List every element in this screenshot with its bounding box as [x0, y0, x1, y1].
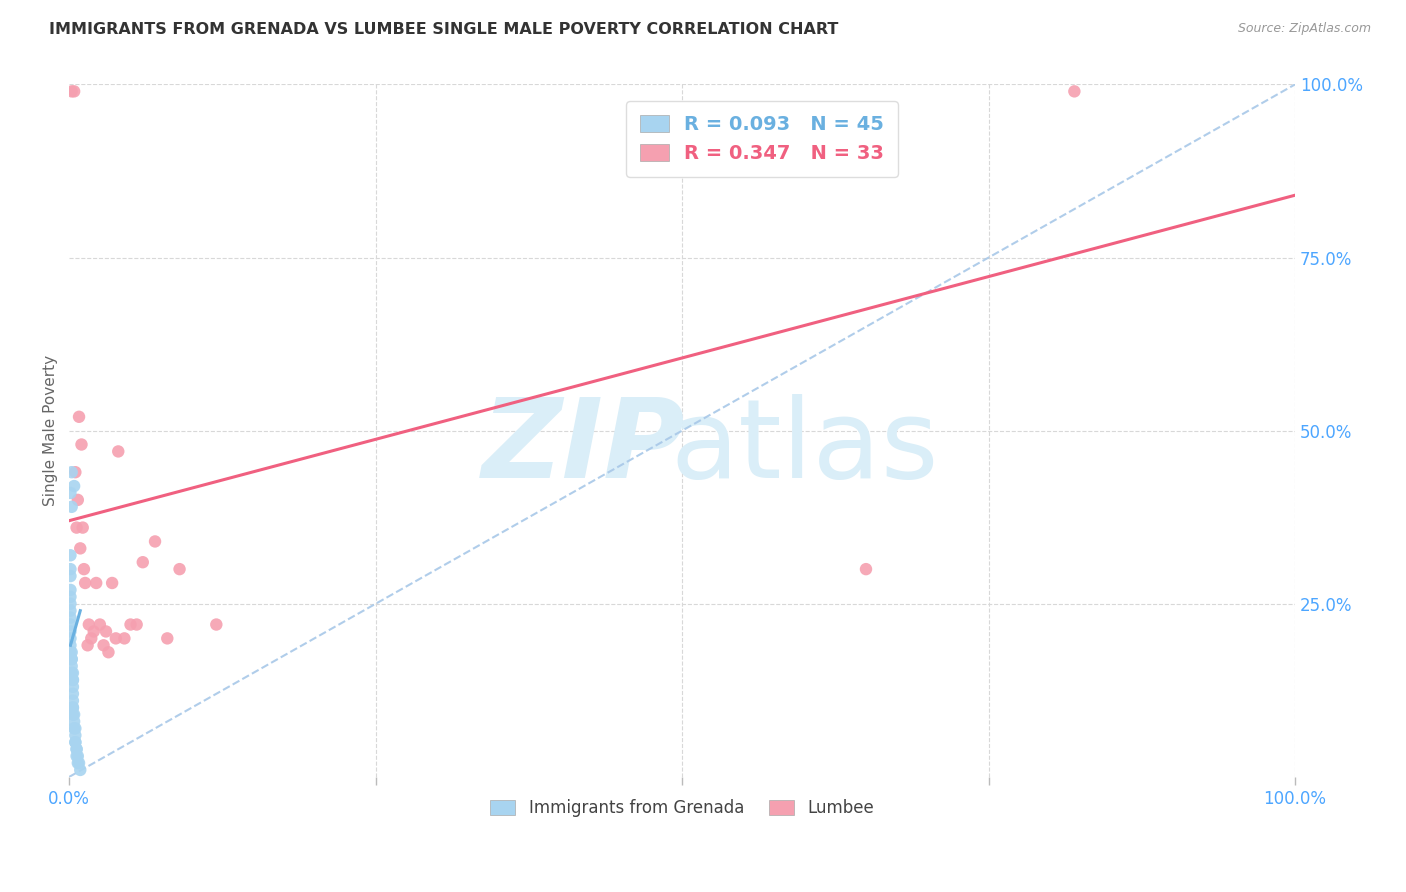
Point — [205, 617, 228, 632]
Point — [60, 500, 83, 514]
Point — [67, 756, 90, 770]
Point — [65, 735, 87, 749]
Point — [60, 645, 83, 659]
Point — [156, 632, 179, 646]
Point — [63, 84, 86, 98]
Point — [60, 652, 83, 666]
Text: ZIP: ZIP — [482, 394, 686, 501]
Point — [65, 749, 87, 764]
Point — [104, 632, 127, 646]
Point — [60, 84, 83, 98]
Point — [132, 555, 155, 569]
Point — [59, 610, 82, 624]
Point — [65, 742, 87, 756]
Point — [59, 562, 82, 576]
Point — [83, 624, 105, 639]
Point — [62, 665, 84, 680]
Point — [65, 520, 87, 534]
Point — [93, 638, 115, 652]
Point — [59, 486, 82, 500]
Point — [60, 665, 83, 680]
Point — [65, 728, 87, 742]
Point — [59, 624, 82, 639]
Point — [60, 652, 83, 666]
Point — [66, 749, 89, 764]
Point — [62, 694, 84, 708]
Point — [84, 576, 107, 591]
Point — [62, 680, 84, 694]
Point — [63, 722, 86, 736]
Point — [59, 582, 82, 597]
Point — [59, 569, 82, 583]
Point — [1063, 84, 1085, 98]
Point — [62, 687, 84, 701]
Point — [63, 707, 86, 722]
Point — [62, 700, 84, 714]
Point — [59, 632, 82, 646]
Point — [59, 549, 82, 563]
Point — [59, 604, 82, 618]
Point — [169, 562, 191, 576]
Text: IMMIGRANTS FROM GRENADA VS LUMBEE SINGLE MALE POVERTY CORRELATION CHART: IMMIGRANTS FROM GRENADA VS LUMBEE SINGLE… — [49, 22, 838, 37]
Point — [73, 562, 96, 576]
Point — [60, 659, 83, 673]
Text: Source: ZipAtlas.com: Source: ZipAtlas.com — [1237, 22, 1371, 36]
Point — [77, 617, 100, 632]
Point — [59, 597, 82, 611]
Point — [60, 465, 83, 479]
Point — [62, 707, 84, 722]
Point — [89, 617, 111, 632]
Text: atlas: atlas — [671, 394, 939, 501]
Point — [69, 763, 91, 777]
Point — [65, 722, 87, 736]
Point — [66, 492, 89, 507]
Point — [97, 645, 120, 659]
Point — [65, 735, 87, 749]
Point — [72, 520, 94, 534]
Point — [80, 632, 103, 646]
Point — [143, 534, 166, 549]
Point — [855, 562, 877, 576]
Point — [120, 617, 142, 632]
Point — [69, 541, 91, 556]
Point — [75, 576, 97, 591]
Point — [63, 479, 86, 493]
Point — [62, 673, 84, 687]
Point — [70, 437, 93, 451]
Point — [112, 632, 135, 646]
Point — [59, 645, 82, 659]
Point — [65, 465, 87, 479]
Point — [63, 714, 86, 729]
Point — [59, 617, 82, 632]
Point — [107, 444, 129, 458]
Point — [62, 673, 84, 687]
Y-axis label: Single Male Poverty: Single Male Poverty — [44, 355, 58, 507]
Point — [65, 742, 87, 756]
Point — [59, 638, 82, 652]
Point — [67, 409, 90, 424]
Point — [59, 590, 82, 604]
Point — [94, 624, 117, 639]
Point — [125, 617, 148, 632]
Point — [101, 576, 124, 591]
Legend: Immigrants from Grenada, Lumbee: Immigrants from Grenada, Lumbee — [484, 793, 880, 824]
Point — [66, 756, 89, 770]
Point — [62, 700, 84, 714]
Point — [76, 638, 98, 652]
